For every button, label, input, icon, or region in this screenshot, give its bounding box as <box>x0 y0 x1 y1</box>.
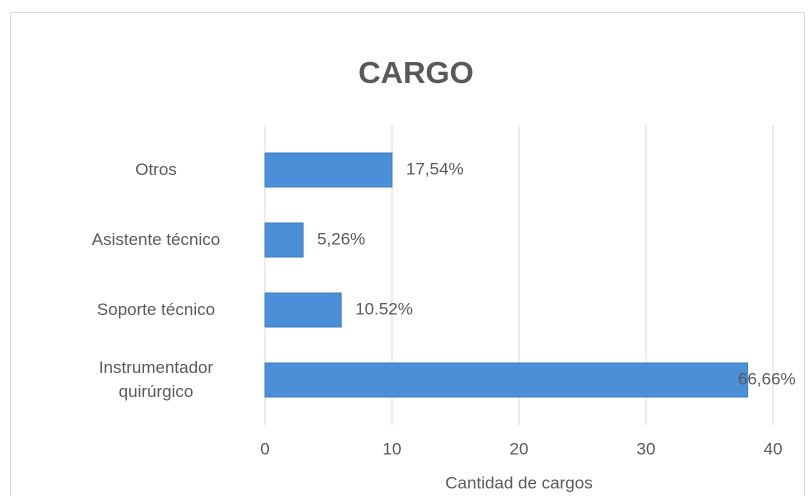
data-label: 66,66% <box>738 369 796 388</box>
y-tick-label: Otros <box>135 160 177 179</box>
chart-border <box>10 12 805 496</box>
y-tick-label: Asistente técnico <box>91 230 221 249</box>
bar <box>264 292 342 328</box>
x-tick-label: 20 <box>510 439 529 458</box>
bar <box>264 362 749 398</box>
data-label: 5,26% <box>317 229 365 248</box>
y-tick-label: Instrumentador quirúrgico <box>98 358 214 401</box>
bar <box>264 152 393 188</box>
data-label: 17,54% <box>406 159 464 178</box>
chart-title: CARGO <box>358 55 473 90</box>
x-tick-label: 10 <box>383 439 402 458</box>
x-tick-label: 30 <box>637 439 656 458</box>
data-label: 10.52% <box>355 299 413 318</box>
x-axis-title: Cantidad de cargos <box>445 473 592 492</box>
x-tick-label: 0 <box>260 439 269 458</box>
y-tick-label: Soporte técnico <box>96 300 216 319</box>
x-tick-label: 40 <box>764 439 783 458</box>
bar <box>264 222 304 258</box>
